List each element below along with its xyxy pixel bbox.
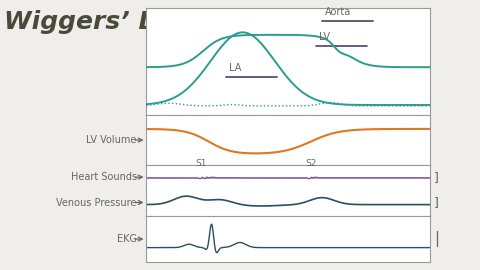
Text: Heart Sounds: Heart Sounds bbox=[71, 172, 137, 182]
Text: EKG: EKG bbox=[117, 234, 137, 244]
Text: S2: S2 bbox=[305, 159, 316, 168]
Text: Wiggers’ Diagram: Wiggers’ Diagram bbox=[4, 10, 258, 33]
Text: Aorta: Aorta bbox=[325, 7, 351, 17]
Text: LV Volume: LV Volume bbox=[86, 135, 137, 145]
Text: ]: ] bbox=[434, 171, 439, 184]
Text: |: | bbox=[434, 231, 439, 247]
Text: S1: S1 bbox=[196, 159, 207, 168]
Text: ]: ] bbox=[434, 196, 439, 209]
Text: LA: LA bbox=[228, 63, 241, 73]
Text: Venous Pressure: Venous Pressure bbox=[57, 198, 137, 208]
Text: LV: LV bbox=[319, 32, 330, 42]
